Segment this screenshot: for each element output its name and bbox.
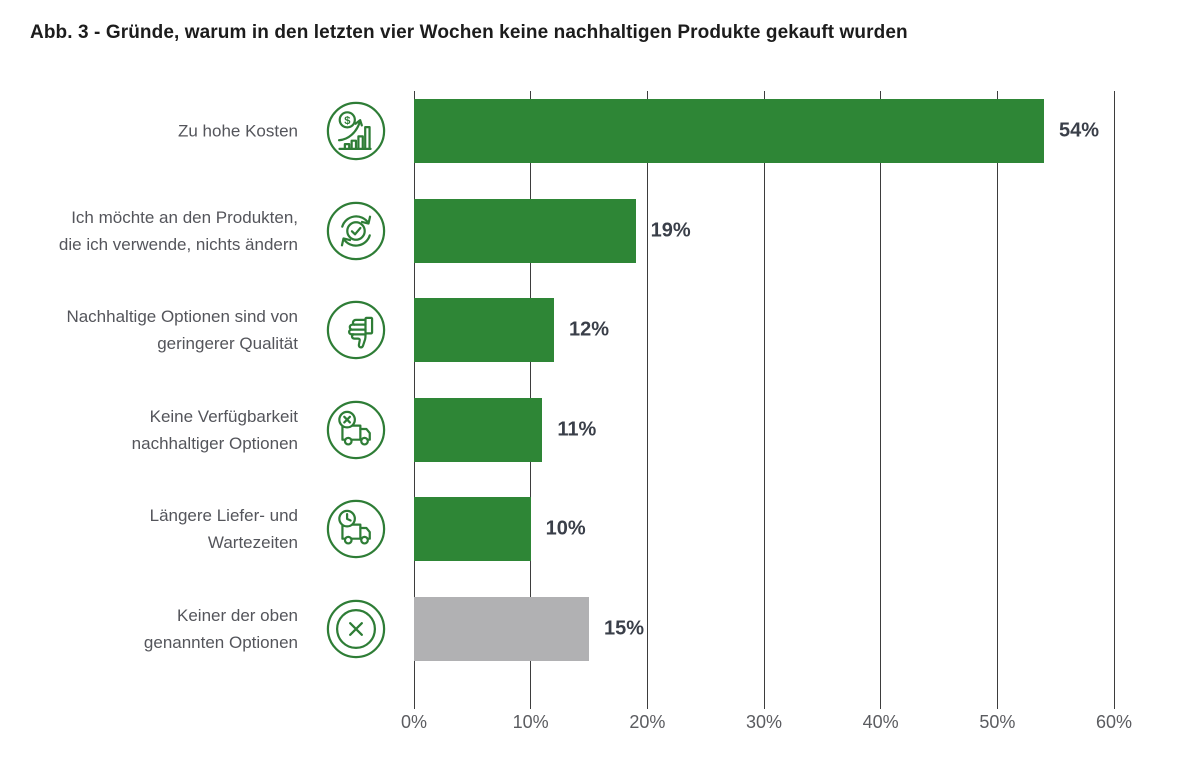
gridline: [646, 91, 648, 709]
chart-title: Abb. 3 - Gründe, warum in den letzten vi…: [30, 22, 908, 43]
axis-tick-label: 10%: [512, 712, 549, 732]
bar: [414, 99, 1044, 163]
refresh-check-icon: [325, 200, 387, 262]
category-label: Keiner der oben genannten Optionen: [143, 606, 298, 652]
gridline: [1113, 91, 1115, 709]
category-label: Keine Verfügbarkeit nachhaltiger Optionen: [131, 406, 298, 453]
axis-tick-label: 50%: [979, 712, 1016, 732]
delivery-time-icon: [325, 498, 387, 560]
svg-text:$: $: [344, 115, 351, 127]
axis-tick-label: 30%: [745, 712, 783, 732]
delivery-unavailable-icon: [325, 399, 387, 461]
none-cross-icon: [325, 598, 387, 660]
category-label: Zu hohe Kosten: [177, 121, 298, 141]
value-label: 19%: [650, 219, 691, 242]
category-label: Ich möchte an den Produkten, die ich verw…: [58, 207, 298, 254]
value-label: 54%: [1059, 119, 1100, 142]
gridline: [996, 91, 998, 709]
bar: [414, 497, 531, 562]
bar: [414, 597, 589, 661]
gridline: [880, 91, 882, 709]
thumbs-down-icon: [325, 299, 387, 361]
axis-tick-label: 60%: [1095, 712, 1133, 732]
axis-tick-label: 40%: [862, 712, 899, 732]
value-label: 10%: [545, 517, 586, 540]
bar: [414, 397, 543, 462]
value-label: 15%: [604, 617, 645, 640]
bar: [414, 298, 554, 363]
bar: [414, 198, 636, 263]
value-label: 12%: [569, 318, 610, 341]
category-label: Längere Liefer- und Wartezeiten: [149, 506, 298, 553]
value-label: 11%: [557, 418, 597, 441]
cost-chart-icon: $: [325, 100, 387, 162]
category-label: Nachhaltige Optionen sind von geringerer …: [66, 307, 298, 354]
gridline: [763, 91, 765, 709]
axis-tick-label: 20%: [629, 712, 666, 732]
axis-tick-label: 0%: [400, 712, 427, 732]
